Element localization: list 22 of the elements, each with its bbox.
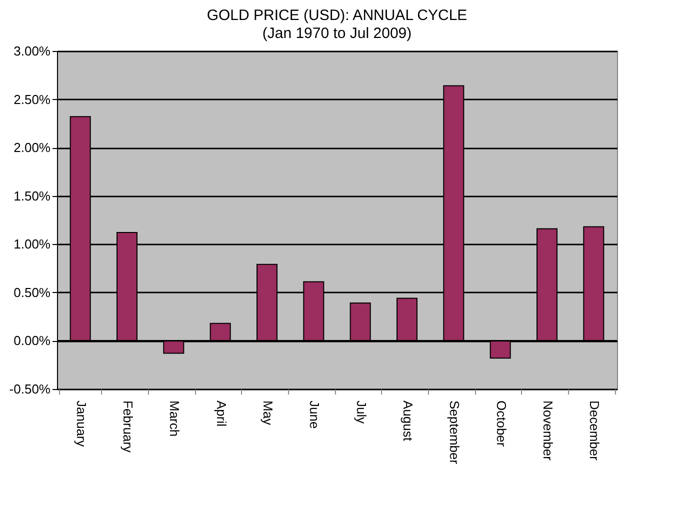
y-tick-label: 2.00% [14,140,51,156]
y-tick-label: 1.50% [14,188,51,204]
x-tick-label: July [354,400,369,424]
x-tick-label: August [400,400,416,442]
x-tick-label: April [214,400,229,427]
y-tick-label: 0.50% [14,284,51,300]
x-tick-label: February [120,400,136,454]
y-tick-label: -0.50% [9,382,51,396]
y-tick-label: 3.00% [14,44,51,58]
x-tick-label: May [260,400,276,426]
y-tick-label: 1.00% [14,236,51,252]
x-tick-label: December [587,400,602,462]
x-tick-label: March [167,400,182,437]
x-tick-label: June [307,400,322,429]
y-tick-label: 0.00% [14,333,51,348]
y-tick-label: 2.50% [14,92,51,107]
x-tick-label: January [74,400,89,448]
x-tick-label: September [447,400,462,465]
x-tick-label: November [540,400,556,462]
x-tick-label: October [494,400,509,448]
chart-title: GOLD PRICE (USD): ANNUAL CYCLE [206,7,468,24]
chart-subtitle: (Jan 1970 to Jul 2009) [262,25,412,42]
